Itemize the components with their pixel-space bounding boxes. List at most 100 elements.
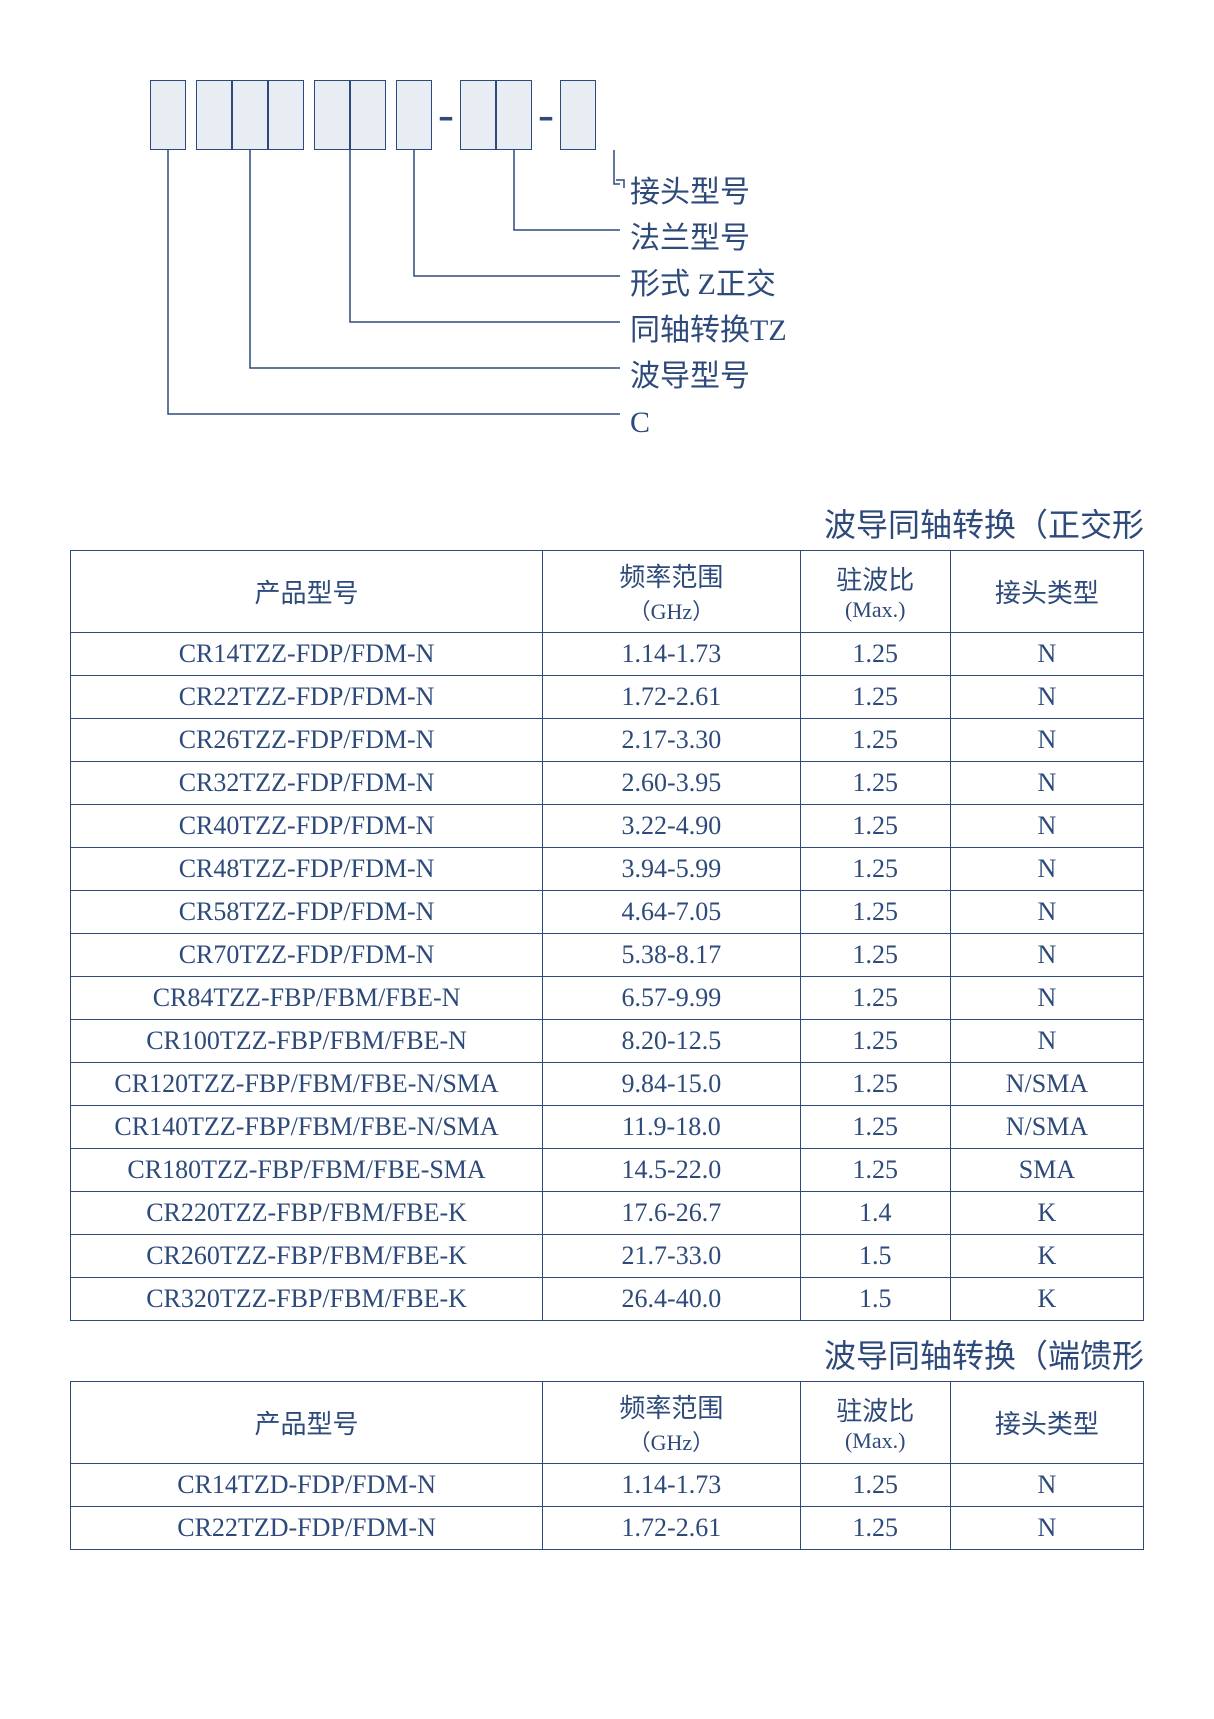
- page: - -: [0, 0, 1214, 1590]
- t1-cell: CR260TZZ-FBP/FBM/FBE-K: [71, 1235, 543, 1278]
- th2-freq-top: 频率范围: [547, 1388, 796, 1425]
- label-form: 形式 Z正交: [630, 262, 787, 308]
- t1-cell: CR48TZZ-FDP/FDM-N: [71, 848, 543, 891]
- t1-cell: 1.25: [800, 934, 950, 977]
- nomenclature-diagram: - -: [150, 80, 1144, 460]
- t1-cell: N: [950, 719, 1143, 762]
- t1-cell: 1.25: [800, 719, 950, 762]
- table-row: CR84TZZ-FBP/FBM/FBE-N6.57-9.991.25N: [71, 977, 1144, 1020]
- t1-cell: 1.25: [800, 977, 950, 1020]
- t1-cell: CR140TZZ-FBP/FBM/FBE-N/SMA: [71, 1106, 543, 1149]
- t1-cell: CR32TZZ-FDP/FDM-N: [71, 762, 543, 805]
- th2-vswr-top: 驻波比: [805, 1391, 946, 1428]
- table-row: CR14TZD-FDP/FDM-N1.14-1.731.25N: [71, 1464, 1144, 1507]
- th-model: 产品型号: [71, 551, 543, 633]
- t1-cell: N: [950, 762, 1143, 805]
- table-row: CR140TZZ-FBP/FBM/FBE-N/SMA11.9-18.01.25N…: [71, 1106, 1144, 1149]
- t2-cell: CR14TZD-FDP/FDM-N: [71, 1464, 543, 1507]
- t1-cell: 1.25: [800, 633, 950, 676]
- t1-cell: K: [950, 1278, 1143, 1321]
- table-row: CR22TZD-FDP/FDM-N1.72-2.611.25N: [71, 1507, 1144, 1550]
- t1-cell: CR220TZZ-FBP/FBM/FBE-K: [71, 1192, 543, 1235]
- t2-cell: 1.25: [800, 1507, 950, 1550]
- table-row: CR48TZZ-FDP/FDM-N3.94-5.991.25N: [71, 848, 1144, 891]
- table-row: CR120TZZ-FBP/FBM/FBE-N/SMA9.84-15.01.25N…: [71, 1063, 1144, 1106]
- label-coax-convert: 同轴转换TZ: [630, 308, 787, 354]
- t1-cell: 9.84-15.0: [543, 1063, 801, 1106]
- table-row: CR260TZZ-FBP/FBM/FBE-K21.7-33.01.5K: [71, 1235, 1144, 1278]
- t1-cell: 3.94-5.99: [543, 848, 801, 891]
- t1-cell: N: [950, 977, 1143, 1020]
- t1-cell: 8.20-12.5: [543, 1020, 801, 1063]
- t2-cell: 1.72-2.61: [543, 1507, 801, 1550]
- t1-cell: 1.25: [800, 805, 950, 848]
- th2-freq: 频率范围 （GHz）: [543, 1382, 801, 1464]
- t2-cell: N: [950, 1464, 1143, 1507]
- table1-title: 波导同轴转换（正交形: [420, 500, 1144, 546]
- t1-cell: 1.14-1.73: [543, 633, 801, 676]
- t1-cell: 2.17-3.30: [543, 719, 801, 762]
- table-row: CR40TZZ-FDP/FDM-N3.22-4.901.25N: [71, 805, 1144, 848]
- th-conn: 接头类型: [950, 551, 1143, 633]
- t2-cell: 1.14-1.73: [543, 1464, 801, 1507]
- t1-cell: 26.4-40.0: [543, 1278, 801, 1321]
- t1-cell: CR26TZZ-FDP/FDM-N: [71, 719, 543, 762]
- t1-cell: 1.25: [800, 891, 950, 934]
- label-waveguide-type: 波导型号: [630, 354, 787, 400]
- t1-cell: N: [950, 633, 1143, 676]
- table-row: CR180TZZ-FBP/FBM/FBE-SMA14.5-22.01.25SMA: [71, 1149, 1144, 1192]
- th2-vswr: 驻波比 (Max.): [800, 1382, 950, 1464]
- table-row: CR100TZZ-FBP/FBM/FBE-N8.20-12.51.25N: [71, 1020, 1144, 1063]
- t1-cell: 1.25: [800, 1149, 950, 1192]
- t1-cell: CR70TZZ-FDP/FDM-N: [71, 934, 543, 977]
- t1-cell: N: [950, 891, 1143, 934]
- table-row: CR70TZZ-FDP/FDM-N5.38-8.171.25N: [71, 934, 1144, 977]
- t1-cell: CR58TZZ-FDP/FDM-N: [71, 891, 543, 934]
- t1-cell: K: [950, 1192, 1143, 1235]
- t1-cell: CR84TZZ-FBP/FBM/FBE-N: [71, 977, 543, 1020]
- table-row: CR220TZZ-FBP/FBM/FBE-K17.6-26.71.4K: [71, 1192, 1144, 1235]
- t2-cell: 1.25: [800, 1464, 950, 1507]
- t1-cell: CR180TZZ-FBP/FBM/FBE-SMA: [71, 1149, 543, 1192]
- t1-cell: CR22TZZ-FDP/FDM-N: [71, 676, 543, 719]
- th-freq: 频率范围 （GHz）: [543, 551, 801, 633]
- t1-cell: K: [950, 1235, 1143, 1278]
- t1-cell: CR100TZZ-FBP/FBM/FBE-N: [71, 1020, 543, 1063]
- table2: 产品型号 频率范围 （GHz） 驻波比 (Max.) 接头类型 CR14TZD-…: [70, 1381, 1144, 1550]
- t1-cell: 1.25: [800, 1106, 950, 1149]
- th2-model: 产品型号: [71, 1382, 543, 1464]
- th-freq-sub: （GHz）: [547, 594, 796, 626]
- t1-cell: 1.5: [800, 1235, 950, 1278]
- t1-cell: CR320TZZ-FBP/FBM/FBE-K: [71, 1278, 543, 1321]
- t2-cell: N: [950, 1507, 1143, 1550]
- t1-cell: CR40TZZ-FDP/FDM-N: [71, 805, 543, 848]
- t1-cell: 1.72-2.61: [543, 676, 801, 719]
- t1-cell: N: [950, 934, 1143, 977]
- t1-cell: 1.25: [800, 762, 950, 805]
- t1-cell: CR14TZZ-FDP/FDM-N: [71, 633, 543, 676]
- t1-cell: 1.25: [800, 676, 950, 719]
- label-c: C: [630, 400, 787, 446]
- t1-cell: 1.5: [800, 1278, 950, 1321]
- table-row: CR58TZZ-FDP/FDM-N4.64-7.051.25N: [71, 891, 1144, 934]
- t1-cell: 1.4: [800, 1192, 950, 1235]
- table-row: CR14TZZ-FDP/FDM-N1.14-1.731.25N: [71, 633, 1144, 676]
- th2-conn: 接头类型: [950, 1382, 1143, 1464]
- table-row: CR22TZZ-FDP/FDM-N1.72-2.611.25N: [71, 676, 1144, 719]
- t1-cell: N: [950, 848, 1143, 891]
- t1-cell: 21.7-33.0: [543, 1235, 801, 1278]
- table1-header-row: 产品型号 频率范围 （GHz） 驻波比 (Max.) 接头类型: [71, 551, 1144, 633]
- t1-cell: 14.5-22.0: [543, 1149, 801, 1192]
- t1-cell: 3.22-4.90: [543, 805, 801, 848]
- t1-cell: N: [950, 805, 1143, 848]
- table2-header-row: 产品型号 频率范围 （GHz） 驻波比 (Max.) 接头类型: [71, 1382, 1144, 1464]
- table-row: CR32TZZ-FDP/FDM-N2.60-3.951.25N: [71, 762, 1144, 805]
- t1-cell: N/SMA: [950, 1063, 1143, 1106]
- table-row: CR26TZZ-FDP/FDM-N2.17-3.301.25N: [71, 719, 1144, 762]
- t1-cell: 11.9-18.0: [543, 1106, 801, 1149]
- th2-freq-sub: （GHz）: [547, 1425, 796, 1457]
- t1-cell: 1.25: [800, 1020, 950, 1063]
- t2-cell: CR22TZD-FDP/FDM-N: [71, 1507, 543, 1550]
- t1-cell: 6.57-9.99: [543, 977, 801, 1020]
- th-vswr-top: 驻波比: [805, 560, 946, 597]
